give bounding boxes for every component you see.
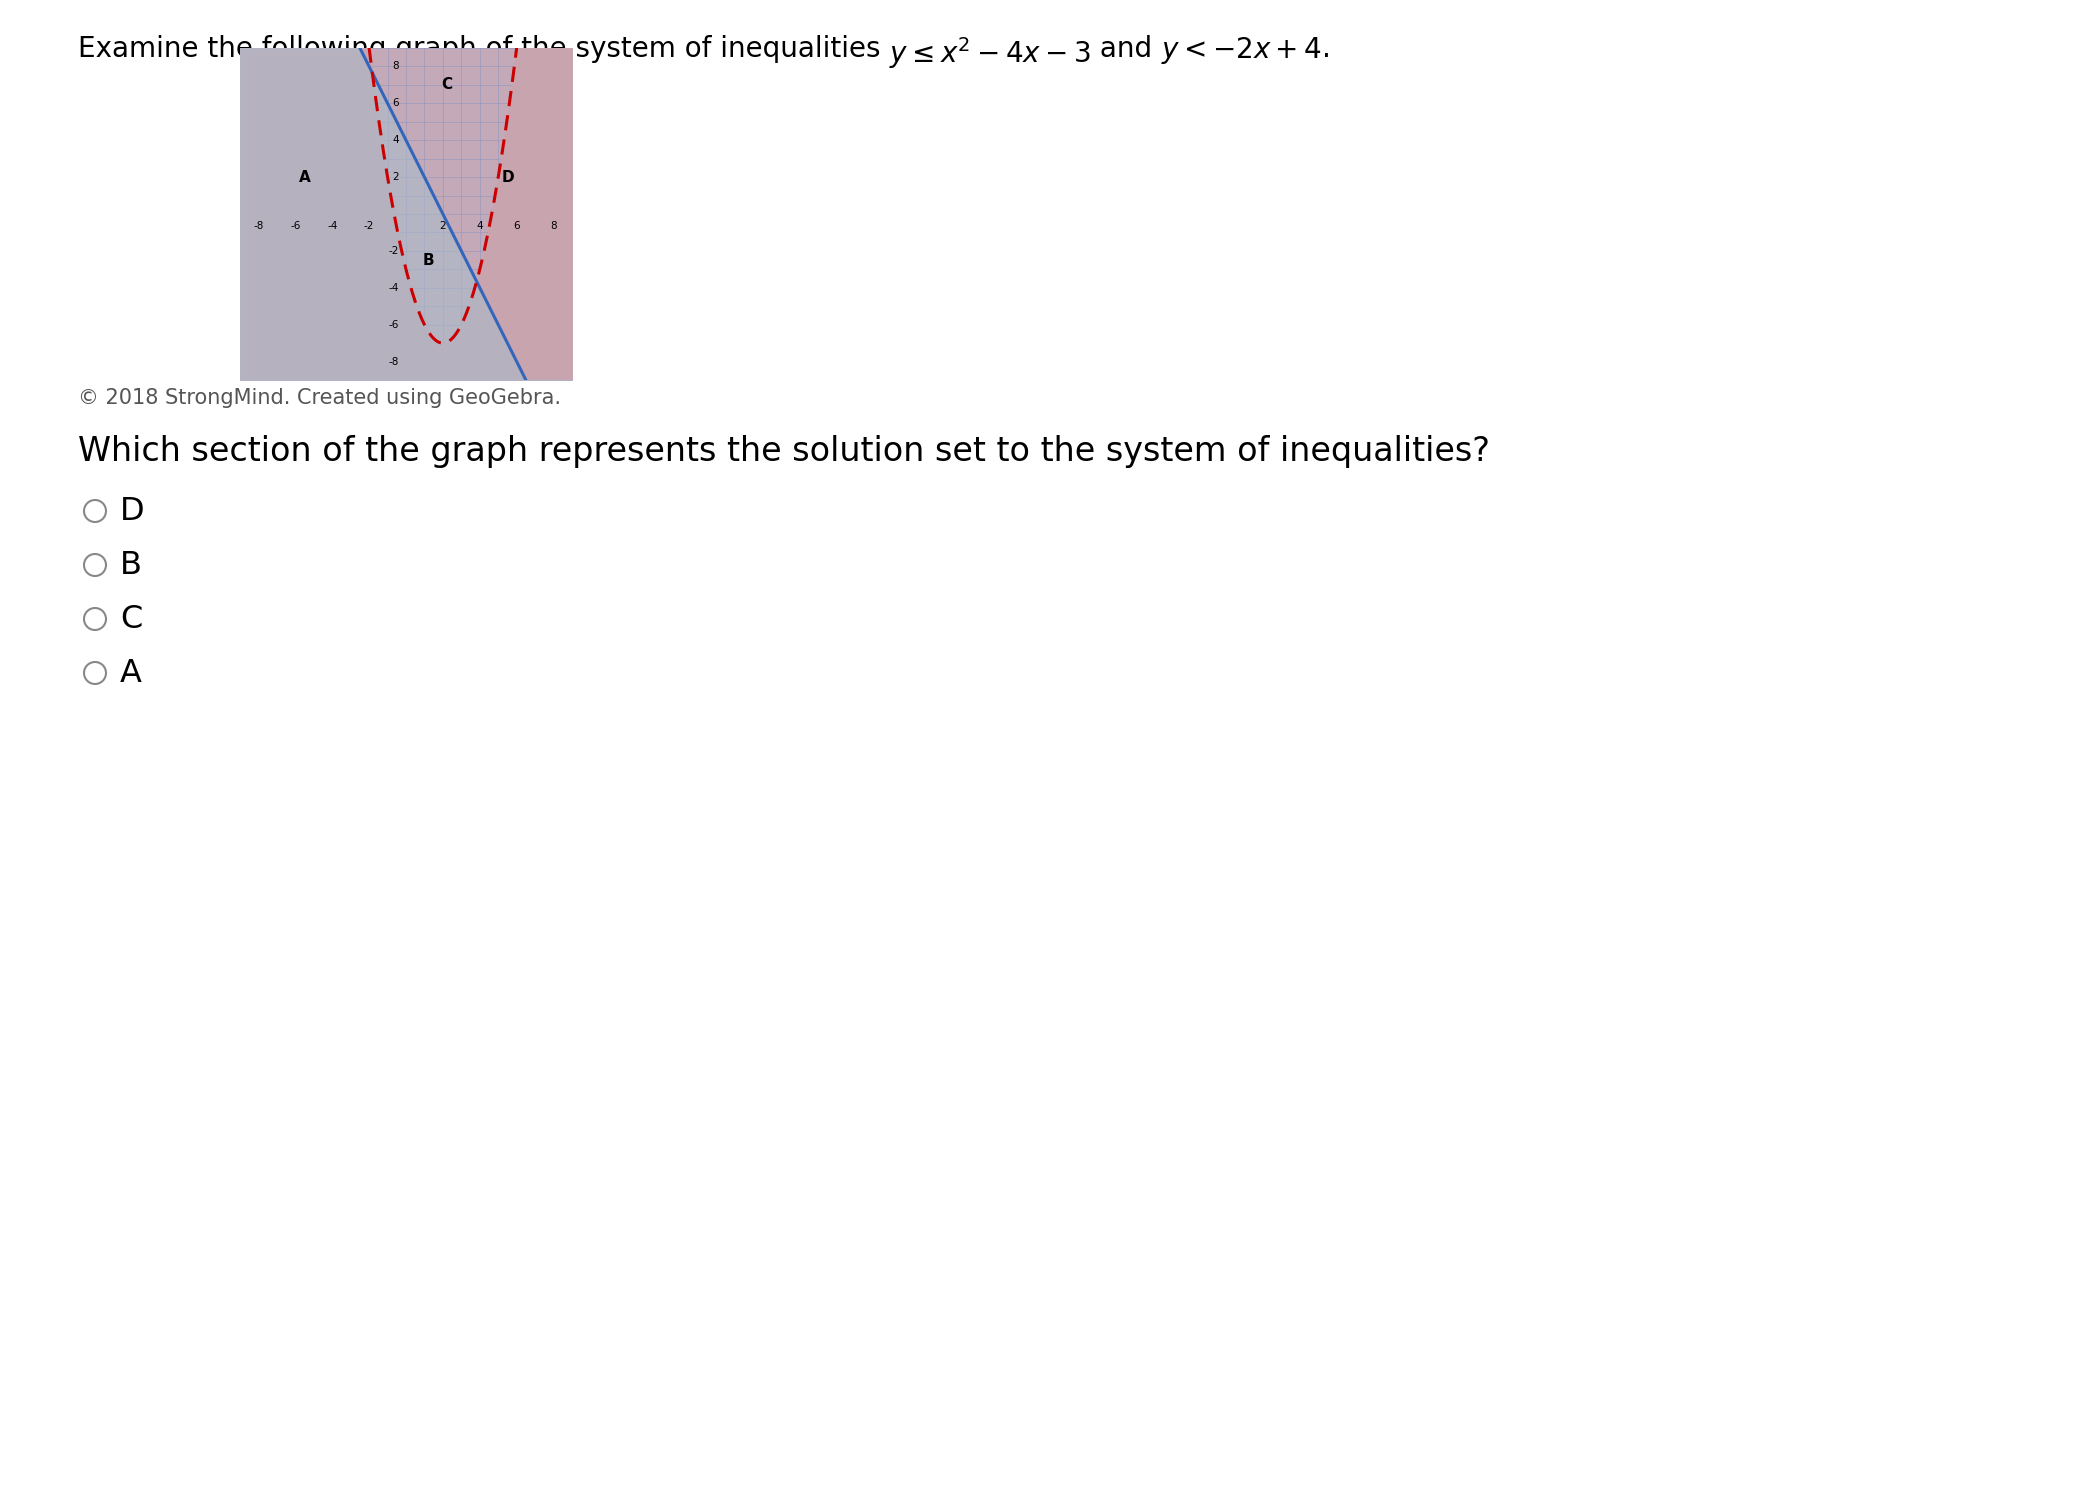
- Text: -2: -2: [389, 246, 399, 256]
- Text: A: A: [300, 170, 310, 185]
- Text: Which section of the graph represents the solution set to the system of inequali: Which section of the graph represents th…: [79, 435, 1489, 468]
- Text: -4: -4: [389, 283, 399, 292]
- Text: 4: 4: [391, 136, 399, 145]
- Text: D: D: [501, 170, 514, 185]
- Text: 2: 2: [391, 173, 399, 182]
- Text: 2: 2: [439, 222, 447, 231]
- Text: C: C: [121, 603, 141, 635]
- Text: A: A: [121, 657, 141, 688]
- Text: -6: -6: [389, 320, 399, 329]
- Text: -8: -8: [254, 222, 264, 231]
- Text: -2: -2: [364, 222, 374, 231]
- Text: 6: 6: [514, 222, 520, 231]
- Circle shape: [83, 608, 106, 630]
- Text: B: B: [422, 253, 435, 268]
- Text: and: and: [1092, 34, 1161, 63]
- Text: Examine the following graph of the system of inequalities: Examine the following graph of the syste…: [79, 34, 890, 63]
- Text: .: .: [1321, 34, 1331, 63]
- Text: 4: 4: [476, 222, 483, 231]
- Text: 6: 6: [391, 98, 399, 109]
- Text: -6: -6: [289, 222, 300, 231]
- Text: 8: 8: [551, 222, 557, 231]
- Text: -4: -4: [327, 222, 337, 231]
- Text: D: D: [121, 496, 146, 526]
- Circle shape: [83, 662, 106, 684]
- Circle shape: [83, 501, 106, 522]
- Text: C: C: [441, 77, 451, 92]
- Text: © 2018 StrongMind. Created using GeoGebra.: © 2018 StrongMind. Created using GeoGebr…: [79, 387, 562, 408]
- Text: 8: 8: [391, 61, 399, 72]
- Text: $y < -2x + 4$: $y < -2x + 4$: [1161, 34, 1321, 66]
- Circle shape: [83, 554, 106, 577]
- Text: -8: -8: [389, 356, 399, 367]
- Text: B: B: [121, 550, 141, 581]
- Text: $y \leq x^2 - 4x - 3$: $y \leq x^2 - 4x - 3$: [890, 34, 1092, 72]
